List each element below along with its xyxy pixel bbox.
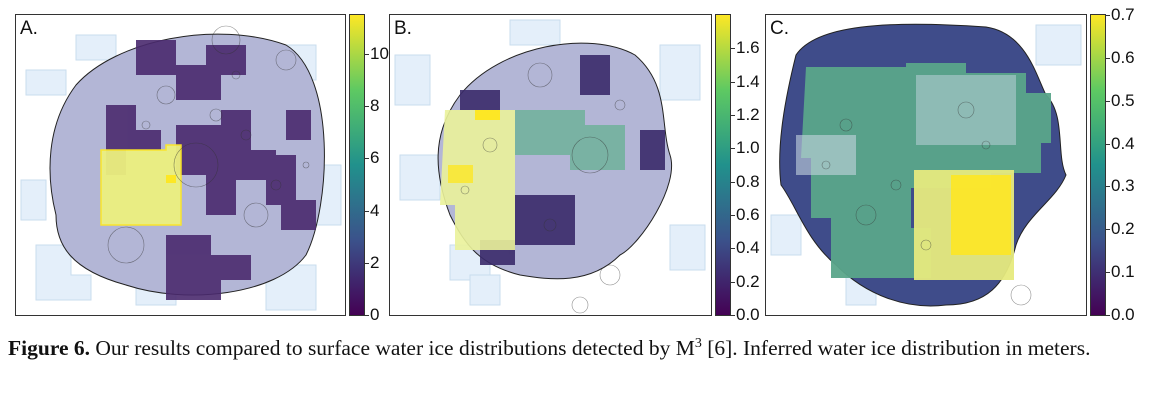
colorbar-tick-label: 2 xyxy=(364,253,379,273)
colorbar-tick-label: 0.4 xyxy=(1105,134,1135,154)
caption-label: Figure 6. xyxy=(8,336,91,361)
colorbar-tick-label: 6 xyxy=(364,148,379,168)
panel-c: C. 0.0 0.1 0.2 0.3 0.4 0.5 0.6 0.7 xyxy=(765,5,1150,324)
colorbar-tick-label: 10 xyxy=(364,44,389,64)
colorbar-tick-label: 0.4 xyxy=(730,238,760,258)
colorbar-tick-label: 0.7 xyxy=(1105,5,1135,25)
panel-a: A. xyxy=(15,14,395,324)
colorbar-ticks-a: 0 2 4 6 8 10 xyxy=(364,14,404,324)
map-c: C. xyxy=(765,14,1087,316)
colorbar-tick-label: 4 xyxy=(364,201,379,221)
colorbar-tick-label: 1.2 xyxy=(730,105,760,125)
figure-caption: Figure 6. Our results compared to surfac… xyxy=(8,330,1148,362)
panel-b: B. 0.0 0.2 0.4 0.6 0. xyxy=(389,14,764,324)
colorbar-ticks-b: 0.0 0.2 0.4 0.6 0.8 1.0 1.2 1.4 1.6 xyxy=(730,14,770,324)
colorbar-tick-label: 0.3 xyxy=(1105,176,1135,196)
colorbar-tick-label: 0.8 xyxy=(730,172,760,192)
ice-map-c xyxy=(770,23,1082,307)
colorbar-tick-label: 1.6 xyxy=(730,38,760,58)
colorbar-ticks-c: 0.0 0.1 0.2 0.3 0.4 0.5 0.6 0.7 xyxy=(1105,5,1145,324)
colorbar-tick-label: 0.5 xyxy=(1105,91,1135,111)
colorbar-tick-label: 1.0 xyxy=(730,138,760,158)
map-b: B. xyxy=(389,14,712,316)
colorbar-tick-label: 8 xyxy=(364,96,379,116)
ice-map-b xyxy=(394,19,706,314)
colorbar-tick-label: 1.4 xyxy=(730,72,760,92)
panel-label-a: A. xyxy=(20,18,38,39)
caption-text-2: [6]. Inferred water ice distribution in … xyxy=(701,336,1091,361)
colorbar-tick-label: 0.2 xyxy=(730,272,760,292)
colorbar-tick-label: 0.0 xyxy=(1105,305,1135,325)
caption-text-1: Our results compared to surface water ic… xyxy=(90,336,695,361)
colorbar-tick-label: 0.6 xyxy=(1105,48,1135,68)
panel-label-c: C. xyxy=(770,18,789,39)
colorbar-tick-label: 0.0 xyxy=(730,305,760,325)
ice-map-a xyxy=(20,25,342,311)
map-a: A. xyxy=(15,14,346,316)
colorbar-a xyxy=(349,14,365,316)
colorbar-b xyxy=(715,14,731,316)
panel-label-b: B. xyxy=(394,18,412,39)
colorbar-tick-label: 0.6 xyxy=(730,205,760,225)
colorbar-tick-label: 0 xyxy=(364,305,379,325)
caption-superscript: 3 xyxy=(694,336,702,351)
colorbar-tick-label: 0.2 xyxy=(1105,219,1135,239)
colorbar-c xyxy=(1090,14,1106,316)
colorbar-tick-label: 0.1 xyxy=(1105,262,1135,282)
